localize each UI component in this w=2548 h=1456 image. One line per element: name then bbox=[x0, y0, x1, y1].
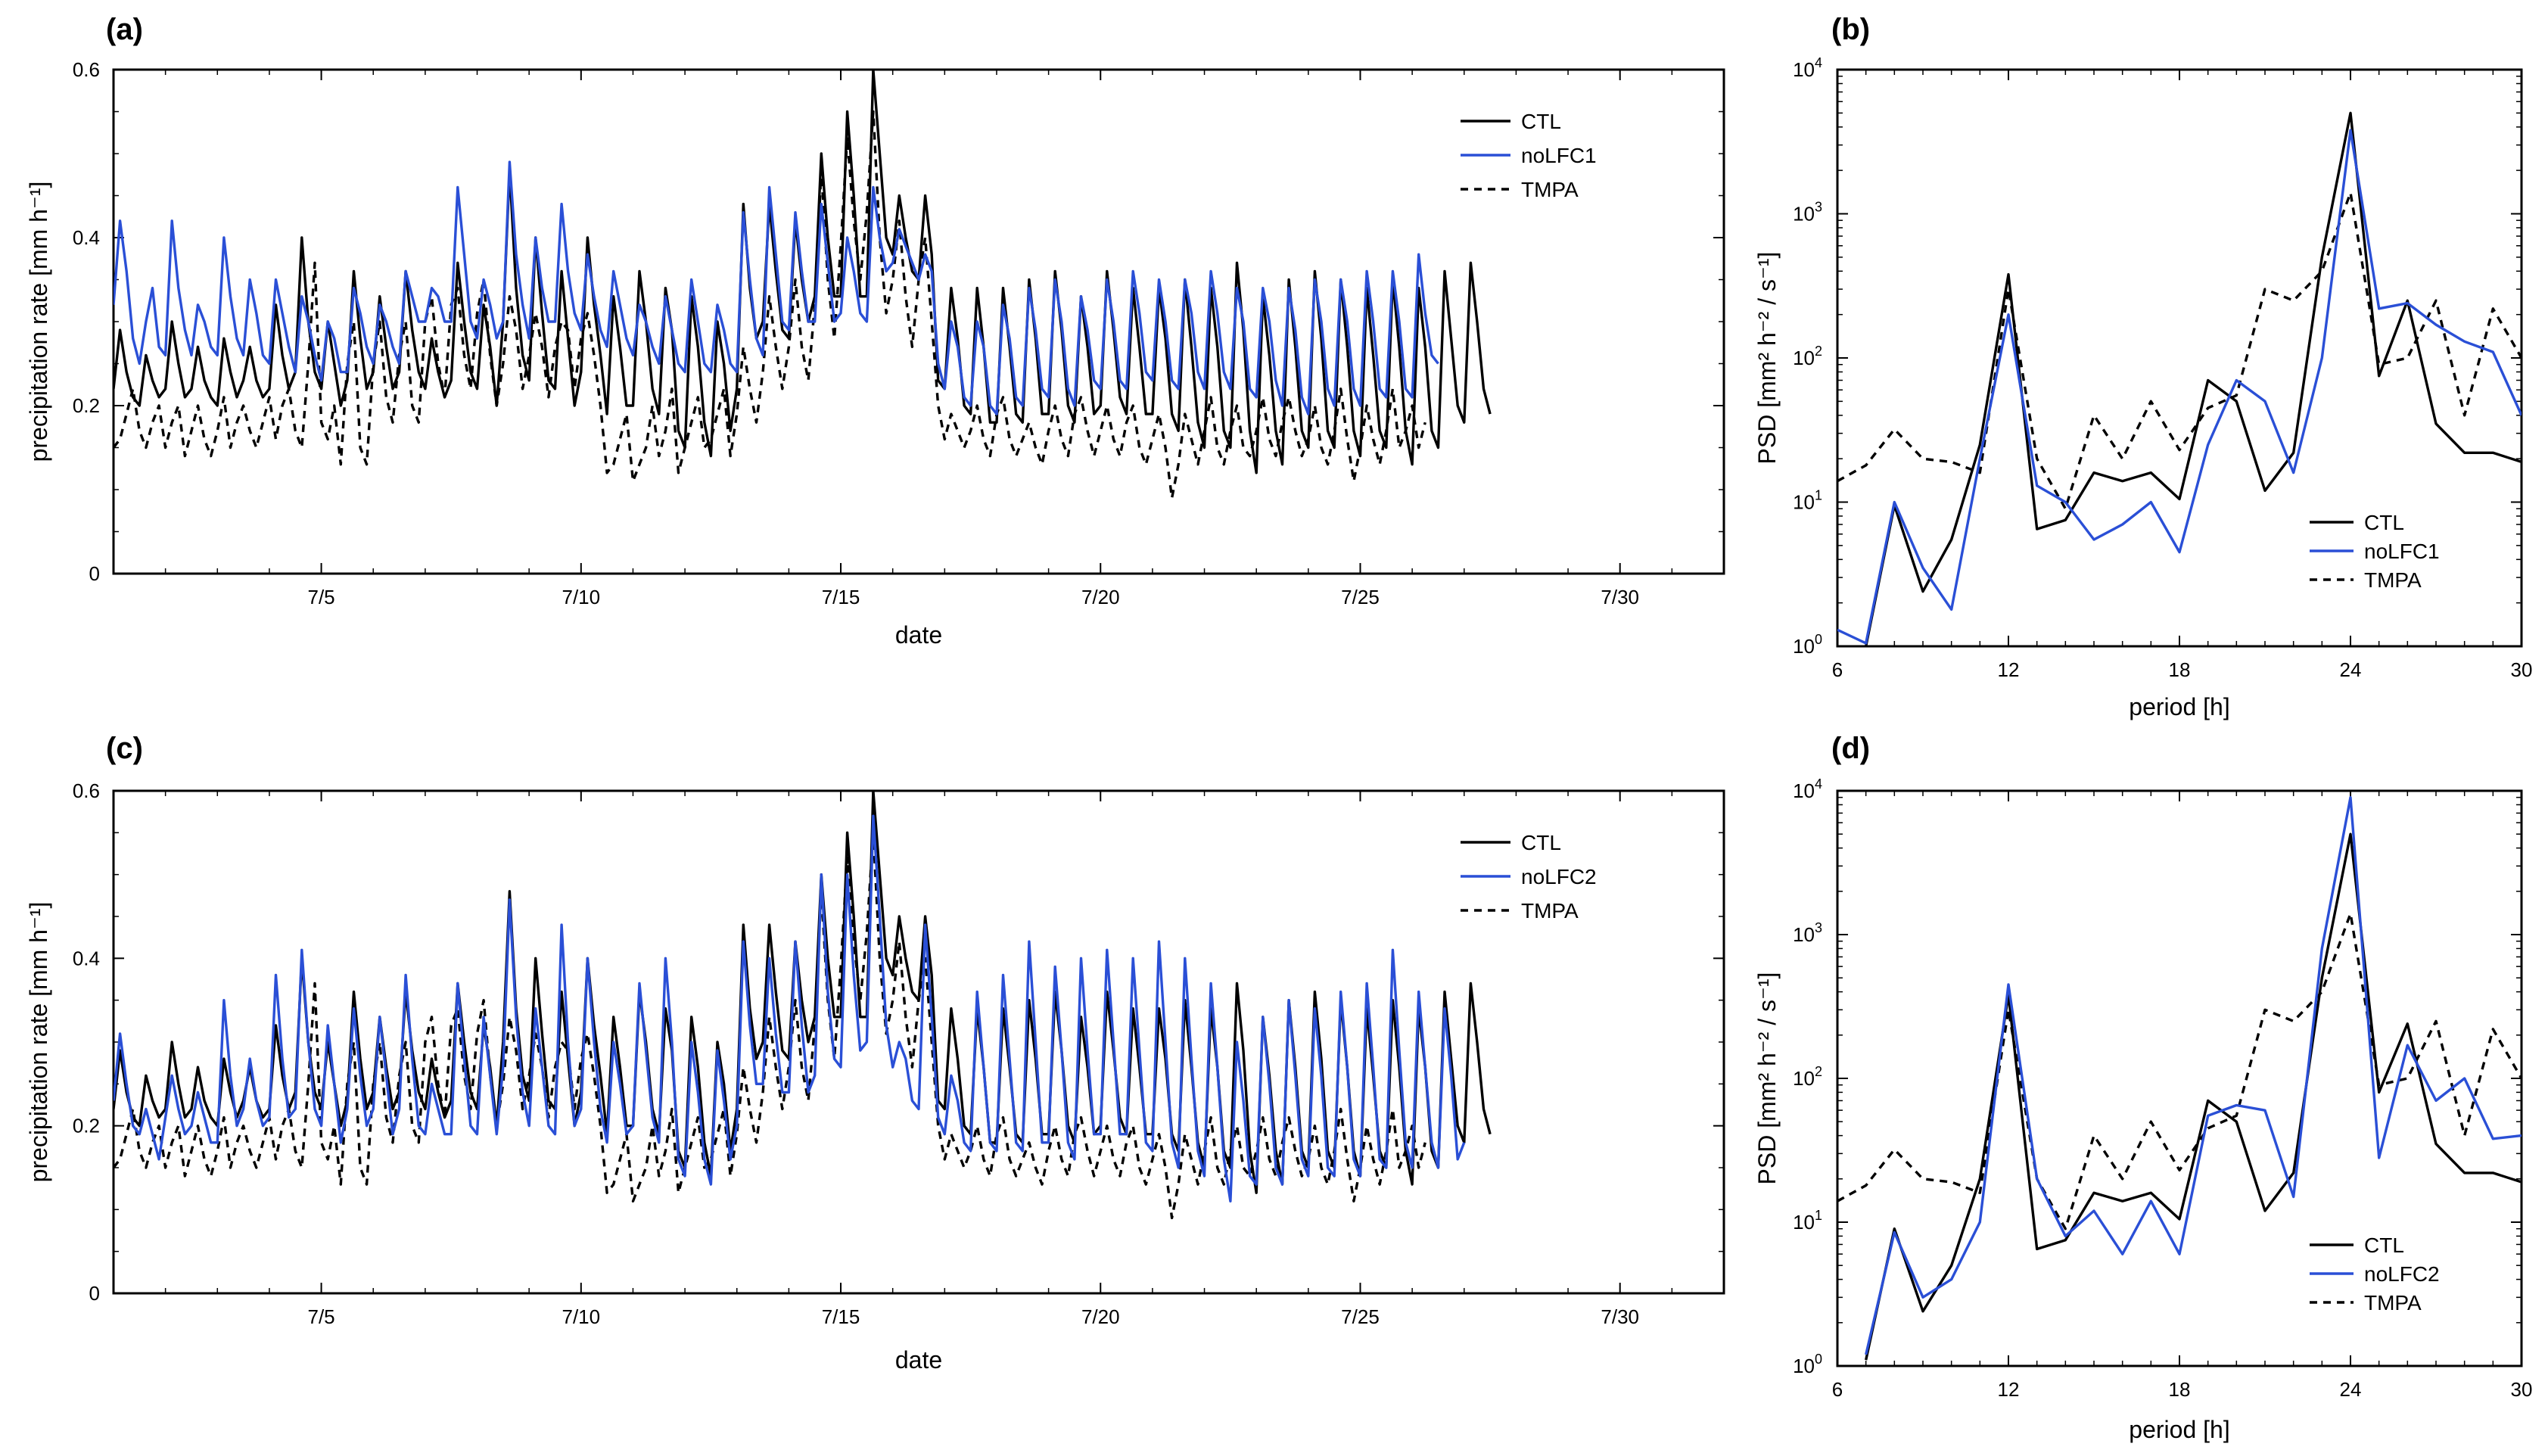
x-tick-label: 6 bbox=[1832, 1378, 1843, 1401]
legend-label-tmpa: TMPA bbox=[1521, 899, 1579, 922]
panel-c-label: (c) bbox=[106, 732, 143, 765]
x-tick-label: 7/10 bbox=[562, 1305, 601, 1328]
series-line-ctl bbox=[1865, 111, 2522, 646]
panel-d-label: (d) bbox=[1831, 732, 1870, 765]
panel-b-legend: CTL noLFC1 TMPA bbox=[2310, 511, 2440, 592]
x-tick-label: 7/20 bbox=[1081, 1305, 1120, 1328]
legend-label-ctl: CTL bbox=[1521, 831, 1561, 854]
panel-c: (c) 7/5 7/10 7/15 7/20 7/25 7/30 0 0.2 0.4 0.6 da… bbox=[25, 732, 1725, 1374]
panel-a-lines bbox=[114, 70, 1492, 499]
legend-label-nolfc2: noLFC2 bbox=[1521, 865, 1597, 888]
x-tick-label: 7/5 bbox=[308, 1305, 335, 1328]
x-tick-label: 7/30 bbox=[1601, 1305, 1639, 1328]
panel-b-ticks: 6 12 18 24 30 100 101 102 103 104 bbox=[1793, 55, 2532, 681]
y-tick-label: 0.6 bbox=[73, 779, 100, 802]
x-tick-label: 6 bbox=[1832, 658, 1843, 681]
x-tick-label: 12 bbox=[1998, 1378, 2020, 1401]
series-line-tmpa bbox=[1837, 191, 2522, 510]
x-tick-label: 7/25 bbox=[1341, 1305, 1380, 1328]
series-line-tmpa bbox=[1837, 912, 2522, 1230]
x-tick-label: 7/10 bbox=[562, 586, 601, 608]
legend-label-nolfc2: noLFC2 bbox=[2364, 1262, 2440, 1286]
panel-a-ylabel: precipitation rate [mm h⁻¹] bbox=[25, 182, 52, 462]
series-line-ctl bbox=[1865, 832, 2522, 1361]
y-tick-label: 0 bbox=[89, 1282, 100, 1305]
y-tick-label: 102 bbox=[1793, 344, 1822, 369]
panel-b-lines bbox=[1837, 111, 2522, 646]
y-tick-label: 100 bbox=[1793, 1352, 1822, 1377]
panel-a-legend: CTL noLFC1 TMPA bbox=[1461, 110, 1597, 201]
series-line-nolfc1 bbox=[1837, 129, 2522, 645]
x-tick-label: 18 bbox=[2169, 658, 2191, 681]
y-tick-label: 0 bbox=[89, 562, 100, 585]
y-tick-label: 101 bbox=[1793, 488, 1822, 514]
legend-label-ctl: CTL bbox=[2364, 1234, 2404, 1257]
panel-c-frame bbox=[112, 789, 1725, 1295]
panel-d-xlabel: period [h] bbox=[2129, 1416, 2229, 1443]
panel-c-legend: CTL noLFC2 TMPA bbox=[1461, 831, 1597, 922]
panel-a-xlabel: date bbox=[895, 621, 942, 649]
legend-label-ctl: CTL bbox=[2364, 511, 2404, 534]
x-tick-label: 7/15 bbox=[822, 586, 860, 608]
y-tick-label: 103 bbox=[1793, 200, 1822, 226]
x-tick-label: 12 bbox=[1998, 658, 2020, 681]
legend-label-nolfc1: noLFC1 bbox=[2364, 540, 2440, 563]
y-tick-label: 104 bbox=[1793, 776, 1822, 802]
x-tick-label: 24 bbox=[2340, 658, 2362, 681]
panel-a-frame bbox=[112, 68, 1725, 575]
x-tick-label: 18 bbox=[2169, 1378, 2191, 1401]
panel-c-ticks: 7/5 7/10 7/15 7/20 7/25 7/30 0 0.2 0.4 0.6 bbox=[73, 779, 1725, 1328]
panel-d-lines bbox=[1837, 795, 2522, 1361]
y-tick-label: 0.4 bbox=[73, 947, 100, 969]
x-tick-label: 7/30 bbox=[1601, 586, 1639, 608]
legend-label-nolfc1: noLFC1 bbox=[1521, 144, 1597, 167]
series-line-nolfc1 bbox=[114, 160, 1439, 415]
panel-a-ticks: 7/5 7/10 7/15 7/20 7/25 7/30 0 0.2 0.4 0.6 bbox=[73, 58, 1725, 608]
panel-b-label: (b) bbox=[1831, 13, 1870, 46]
x-tick-label: 7/20 bbox=[1081, 586, 1120, 608]
series-line-nolfc2 bbox=[1865, 795, 2522, 1355]
x-tick-label: 7/5 bbox=[308, 586, 335, 608]
legend-label-tmpa: TMPA bbox=[2364, 568, 2422, 592]
y-tick-label: 0.4 bbox=[73, 226, 100, 249]
panel-d-legend: CTL noLFC2 TMPA bbox=[2310, 1234, 2440, 1314]
panel-d-ticks: 6 12 18 24 30 100 101 102 103 104 bbox=[1793, 776, 2532, 1401]
series-line-nolfc2 bbox=[114, 814, 1466, 1203]
legend-label-tmpa: TMPA bbox=[2364, 1291, 2422, 1314]
panel-c-ylabel: precipitation rate [mm h⁻¹] bbox=[25, 902, 52, 1183]
x-tick-label: 24 bbox=[2340, 1378, 2362, 1401]
legend-label-ctl: CTL bbox=[1521, 110, 1561, 133]
y-tick-label: 0.2 bbox=[73, 1115, 100, 1137]
panel-a: (a) 7/5 7/10 7/15 7/20 7/25 7/30 0 0.2 0.4 0.6 da… bbox=[25, 13, 1725, 649]
panel-a-label: (a) bbox=[106, 13, 143, 46]
x-tick-label: 7/15 bbox=[822, 1305, 860, 1328]
y-tick-label: 102 bbox=[1793, 1064, 1822, 1090]
panel-c-lines bbox=[114, 791, 1492, 1220]
y-tick-label: 104 bbox=[1793, 55, 1822, 81]
panel-c-xlabel: date bbox=[895, 1346, 942, 1374]
panel-b-ylabel: PSD [mm² h⁻² / s⁻¹] bbox=[1753, 252, 1781, 465]
legend-label-tmpa: TMPA bbox=[1521, 178, 1579, 201]
y-tick-label: 101 bbox=[1793, 1208, 1822, 1234]
x-tick-label: 7/25 bbox=[1341, 586, 1380, 608]
x-tick-label: 30 bbox=[2511, 658, 2533, 681]
panel-d-ylabel: PSD [mm² h⁻² / s⁻¹] bbox=[1753, 972, 1781, 1185]
y-tick-label: 0.6 bbox=[73, 58, 100, 81]
y-tick-label: 103 bbox=[1793, 920, 1822, 946]
y-tick-label: 0.2 bbox=[73, 394, 100, 417]
x-tick-label: 30 bbox=[2511, 1378, 2533, 1401]
panel-b-xlabel: period [h] bbox=[2129, 693, 2229, 720]
y-tick-label: 100 bbox=[1793, 632, 1822, 658]
